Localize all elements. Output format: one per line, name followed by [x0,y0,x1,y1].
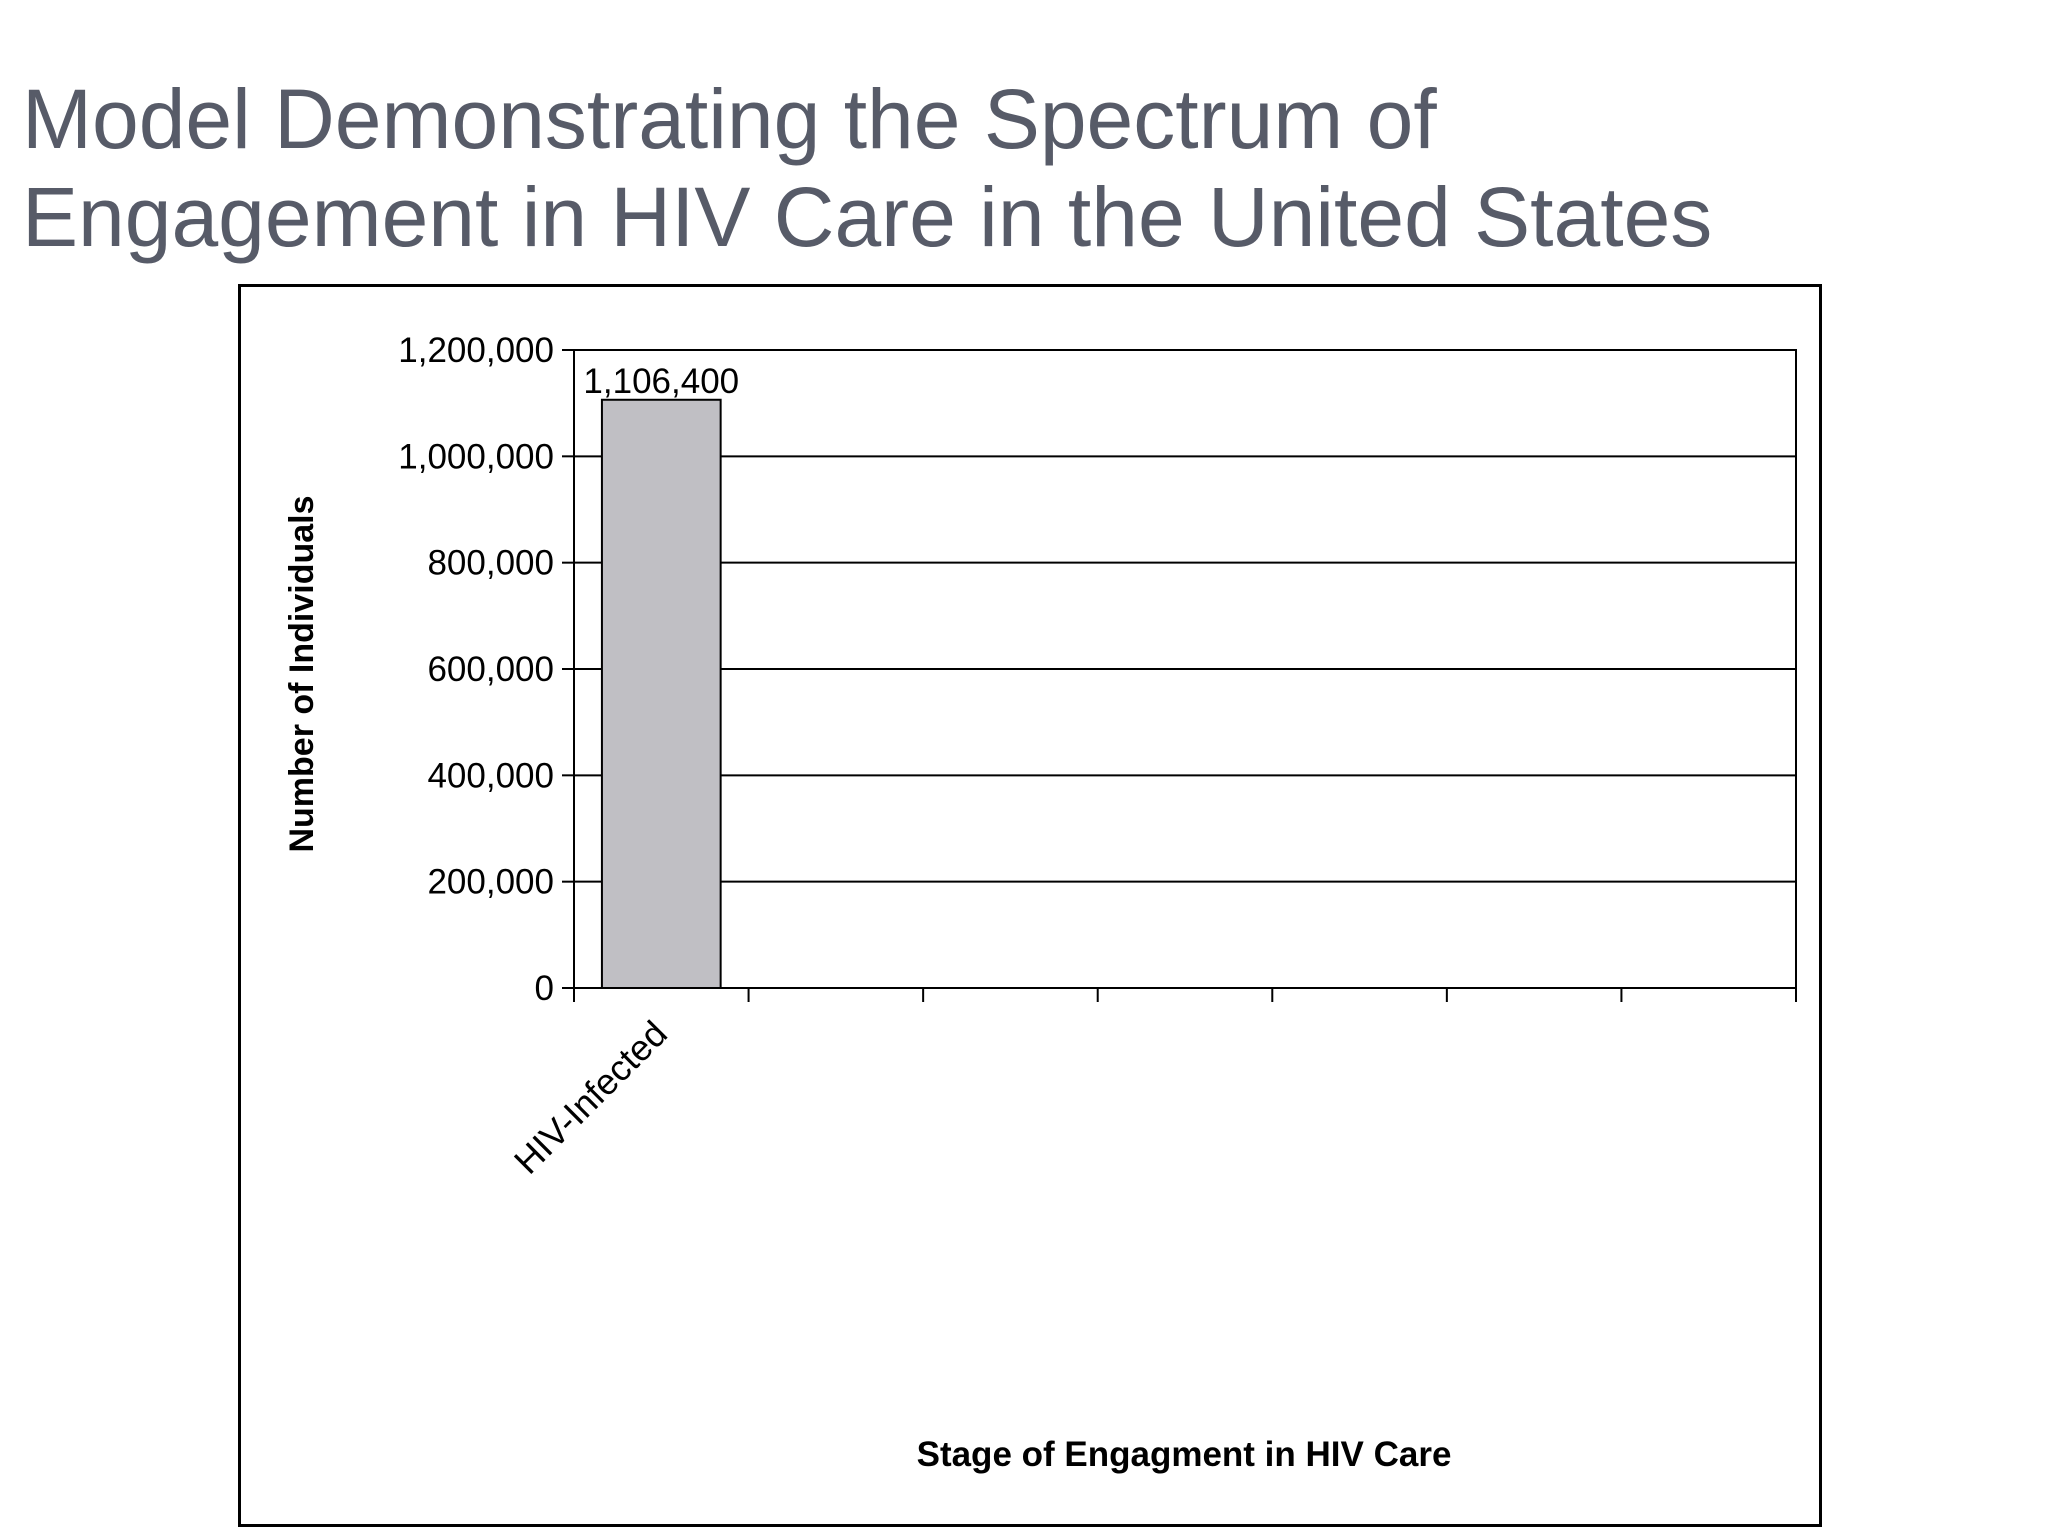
bar-0 [600,398,722,990]
slide-title-line-2: Engagement in HIV Care in the United Sta… [22,170,1713,264]
bar-chart: 1,106,400 0 200,000 400,000 600,000 800,000 1,… [283,331,1797,1474]
y-tick-label-4: 800,000 [427,544,554,583]
y-tick-label-1: 200,000 [427,863,554,902]
gridlines [574,455,1796,883]
bars [600,398,722,990]
x-tick-label-0: HIV-Infected [506,1013,675,1182]
slide-title: Model Demonstrating the Spectrum of Enga… [22,70,1922,266]
y-tick-label-6: 1,200,000 [398,331,554,370]
y-tick-label-3: 600,000 [427,650,554,689]
chart-frame: 1,106,400 0 200,000 400,000 600,000 800,000 1,… [238,284,1822,1527]
axes [562,349,1797,1002]
slide-title-line-1: Model Demonstrating the Spectrum of [22,72,1437,166]
y-tick-label-5: 1,000,000 [398,437,554,476]
y-tick-label-2: 400,000 [427,756,554,795]
data-label-0: 1,106,400 [583,362,739,401]
y-axis-title: Number of Individuals [283,495,321,852]
x-axis-title: Stage of Engagment in HIV Care [917,1435,1452,1474]
y-tick-label-0: 0 [535,969,554,1008]
